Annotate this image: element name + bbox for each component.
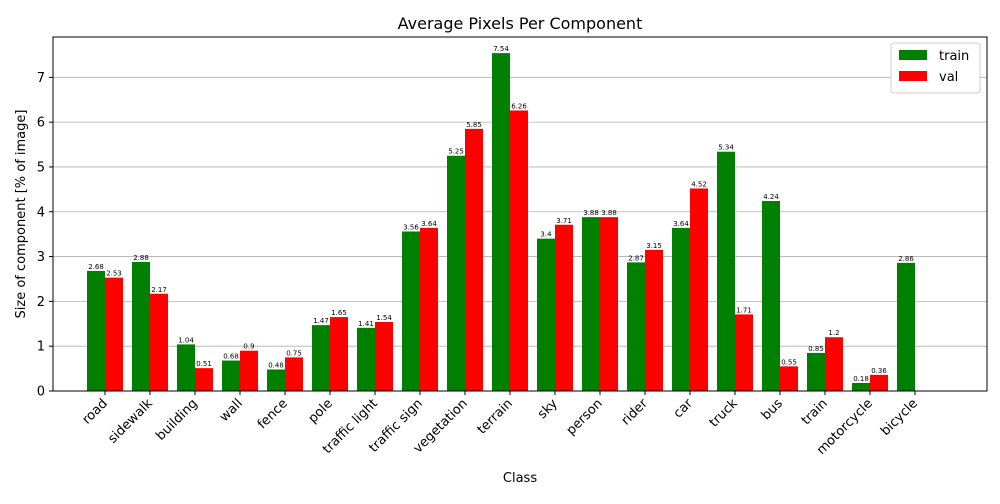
bar-val-traffic-sign <box>420 227 438 391</box>
bar-value-label: 1.71 <box>736 306 752 314</box>
bar-train-fence <box>267 369 285 391</box>
bar-val-terrain <box>510 110 528 391</box>
bar-val-fence <box>285 357 303 391</box>
bar-train-bus <box>762 201 780 391</box>
bar-value-label: 3.71 <box>556 217 572 225</box>
bar-train-pole <box>312 325 330 391</box>
bar-value-label: 7.54 <box>493 45 509 53</box>
bar-val-motorcycle <box>870 374 888 391</box>
bar-train-building <box>177 344 195 391</box>
bar-val-rider <box>645 249 663 391</box>
bar-value-label: 0.18 <box>853 375 869 383</box>
legend: train val <box>890 42 981 94</box>
bar-val-building <box>195 368 213 391</box>
y-tick-label: 1 <box>37 340 45 355</box>
bar-value-label: 3.4 <box>540 231 552 239</box>
bar-value-label: 3.64 <box>673 220 689 228</box>
legend-swatch-train <box>899 50 927 60</box>
bar-train-motorcycle <box>852 382 870 391</box>
bar-train-car <box>672 227 690 391</box>
y-axis-label: Size of component [% of image] <box>14 110 29 319</box>
bar-value-label: 0.55 <box>781 358 797 366</box>
bar-val-vegetation <box>465 128 483 391</box>
bar-train-vegetation <box>447 155 465 391</box>
bar-value-label: 5.85 <box>466 121 482 129</box>
bar-train-train <box>807 352 825 391</box>
y-tick-label: 4 <box>37 205 45 220</box>
bar-value-label: 5.25 <box>448 148 464 156</box>
bar-value-label: 0.75 <box>286 349 302 357</box>
bar-value-label: 4.52 <box>691 180 707 188</box>
bar-train-wall <box>222 360 240 391</box>
bar-value-label: 0.51 <box>196 360 212 368</box>
bar-train-rider <box>627 262 645 391</box>
bar-value-label: 1.54 <box>376 314 392 322</box>
y-tick-label: 6 <box>37 116 45 131</box>
bar-val-wall <box>240 350 258 391</box>
bar-val-person <box>600 217 618 391</box>
bar-value-label: 2.17 <box>151 286 167 294</box>
bar-value-label: 5.34 <box>718 144 734 152</box>
bar-val-train <box>825 337 843 391</box>
bar-train-sidewalk <box>132 261 150 391</box>
bar-train-bicycle <box>897 262 915 391</box>
legend-label-train: train <box>939 49 969 64</box>
y-tick-label: 5 <box>37 160 45 175</box>
bar-val-pole <box>330 317 348 391</box>
bar-train-terrain <box>492 53 510 391</box>
legend-label-val: val <box>939 70 958 85</box>
bar-val-sidewalk <box>150 293 168 391</box>
bar-value-label: 1.47 <box>313 317 329 325</box>
bar-val-bus <box>780 366 798 391</box>
bar-value-label: 2.86 <box>898 255 914 263</box>
bar-value-label: 0.68 <box>223 353 239 361</box>
bar-value-label: 4.24 <box>763 193 779 201</box>
y-tick-label: 2 <box>37 295 45 310</box>
bar-value-label: 1.41 <box>358 320 374 328</box>
bar-value-label: 3.64 <box>421 220 437 228</box>
bar-train-sky <box>537 238 555 391</box>
y-tick-label: 3 <box>37 250 45 265</box>
bar-train-road <box>87 270 105 391</box>
y-tick-label: 0 <box>37 385 45 400</box>
bar-value-label: 3.15 <box>646 242 662 250</box>
bar-value-label: 3.56 <box>403 223 419 231</box>
bar-train-traffic-light <box>357 327 375 391</box>
bar-value-label: 2.88 <box>133 254 149 262</box>
bar-value-label: 1.04 <box>178 336 194 344</box>
bar-value-label: 0.9 <box>243 343 254 351</box>
bar-value-labels: 2.68 2.88 1.04 0.68 0.48 1.47 1.41 3.56 5.25 7.54… <box>88 45 914 383</box>
bar-value-label: 2.68 <box>88 263 104 271</box>
plot-frame <box>52 36 988 392</box>
x-axis-label: Class <box>503 471 537 486</box>
bar-value-label: 3.88 <box>601 209 617 217</box>
chart-title: Average Pixels Per Component <box>398 14 643 33</box>
bar-value-label: 1.65 <box>331 309 347 317</box>
bar-value-label: 0.85 <box>808 345 824 353</box>
bar-value-label: 0.48 <box>268 361 284 369</box>
bar-val-sky <box>555 224 573 391</box>
bar-val-road <box>105 277 123 391</box>
bar-value-label: 6.26 <box>511 102 527 110</box>
bar-val-truck <box>735 314 753 391</box>
y-axis: 0 1 2 3 4 5 6 7 <box>37 71 53 400</box>
bars <box>87 53 915 391</box>
bar-value-label: 0.36 <box>871 367 887 375</box>
bar-value-label: 2.53 <box>106 270 122 278</box>
bar-value-label: 1.2 <box>828 329 839 337</box>
bar-train-person <box>582 217 600 391</box>
bar-val-car <box>690 188 708 391</box>
y-tick-label: 7 <box>37 71 45 86</box>
bar-val-traffic-light <box>375 321 393 391</box>
bar-train-traffic-sign <box>402 231 420 391</box>
bar-value-label: 3.88 <box>583 209 599 217</box>
legend-swatch-val <box>899 71 927 81</box>
bar-value-label: 2.87 <box>628 254 644 262</box>
bar-train-truck <box>717 151 735 391</box>
